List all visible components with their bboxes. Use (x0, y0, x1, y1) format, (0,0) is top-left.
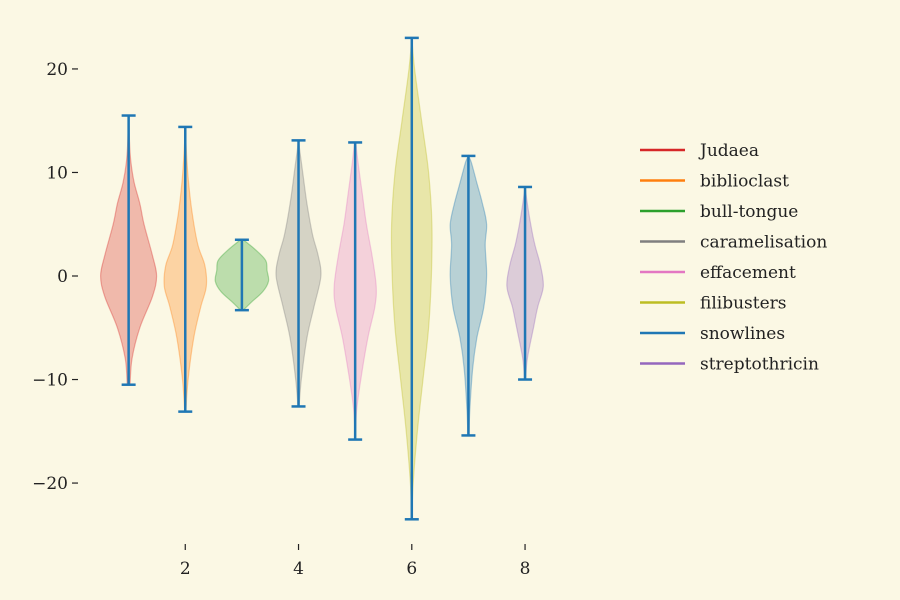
x-tick-label: 4 (293, 559, 304, 579)
y-tick-label: 20 (46, 60, 68, 80)
legend-label: snowlines (700, 324, 785, 344)
y-tick-label: 10 (46, 163, 68, 183)
y-tick-label: 0 (57, 267, 68, 287)
y-tick-label: −10 (32, 371, 68, 391)
legend-label: Judaea (698, 141, 759, 161)
y-axis: 20 10 0 −10 −20 (32, 60, 78, 494)
legend-label: bull-tongue (700, 202, 798, 222)
violin-bodies (99, 37, 544, 520)
y-tick-label: −20 (32, 474, 68, 494)
legend-label: filibusters (700, 294, 787, 314)
legend-label: caramelisation (700, 233, 827, 253)
x-tick-label: 2 (180, 559, 191, 579)
x-tick-label: 8 (520, 559, 531, 579)
legend-label: streptothricin (700, 355, 819, 375)
legend-label: biblioclast (700, 172, 789, 192)
legend: Judaea biblioclast bull-tongue caramelisati… (640, 141, 827, 375)
extrema-lines (121, 36, 533, 521)
x-axis: 2 4 6 8 (180, 544, 531, 579)
x-tick-label: 6 (406, 559, 417, 579)
legend-label: effacement (700, 263, 796, 283)
